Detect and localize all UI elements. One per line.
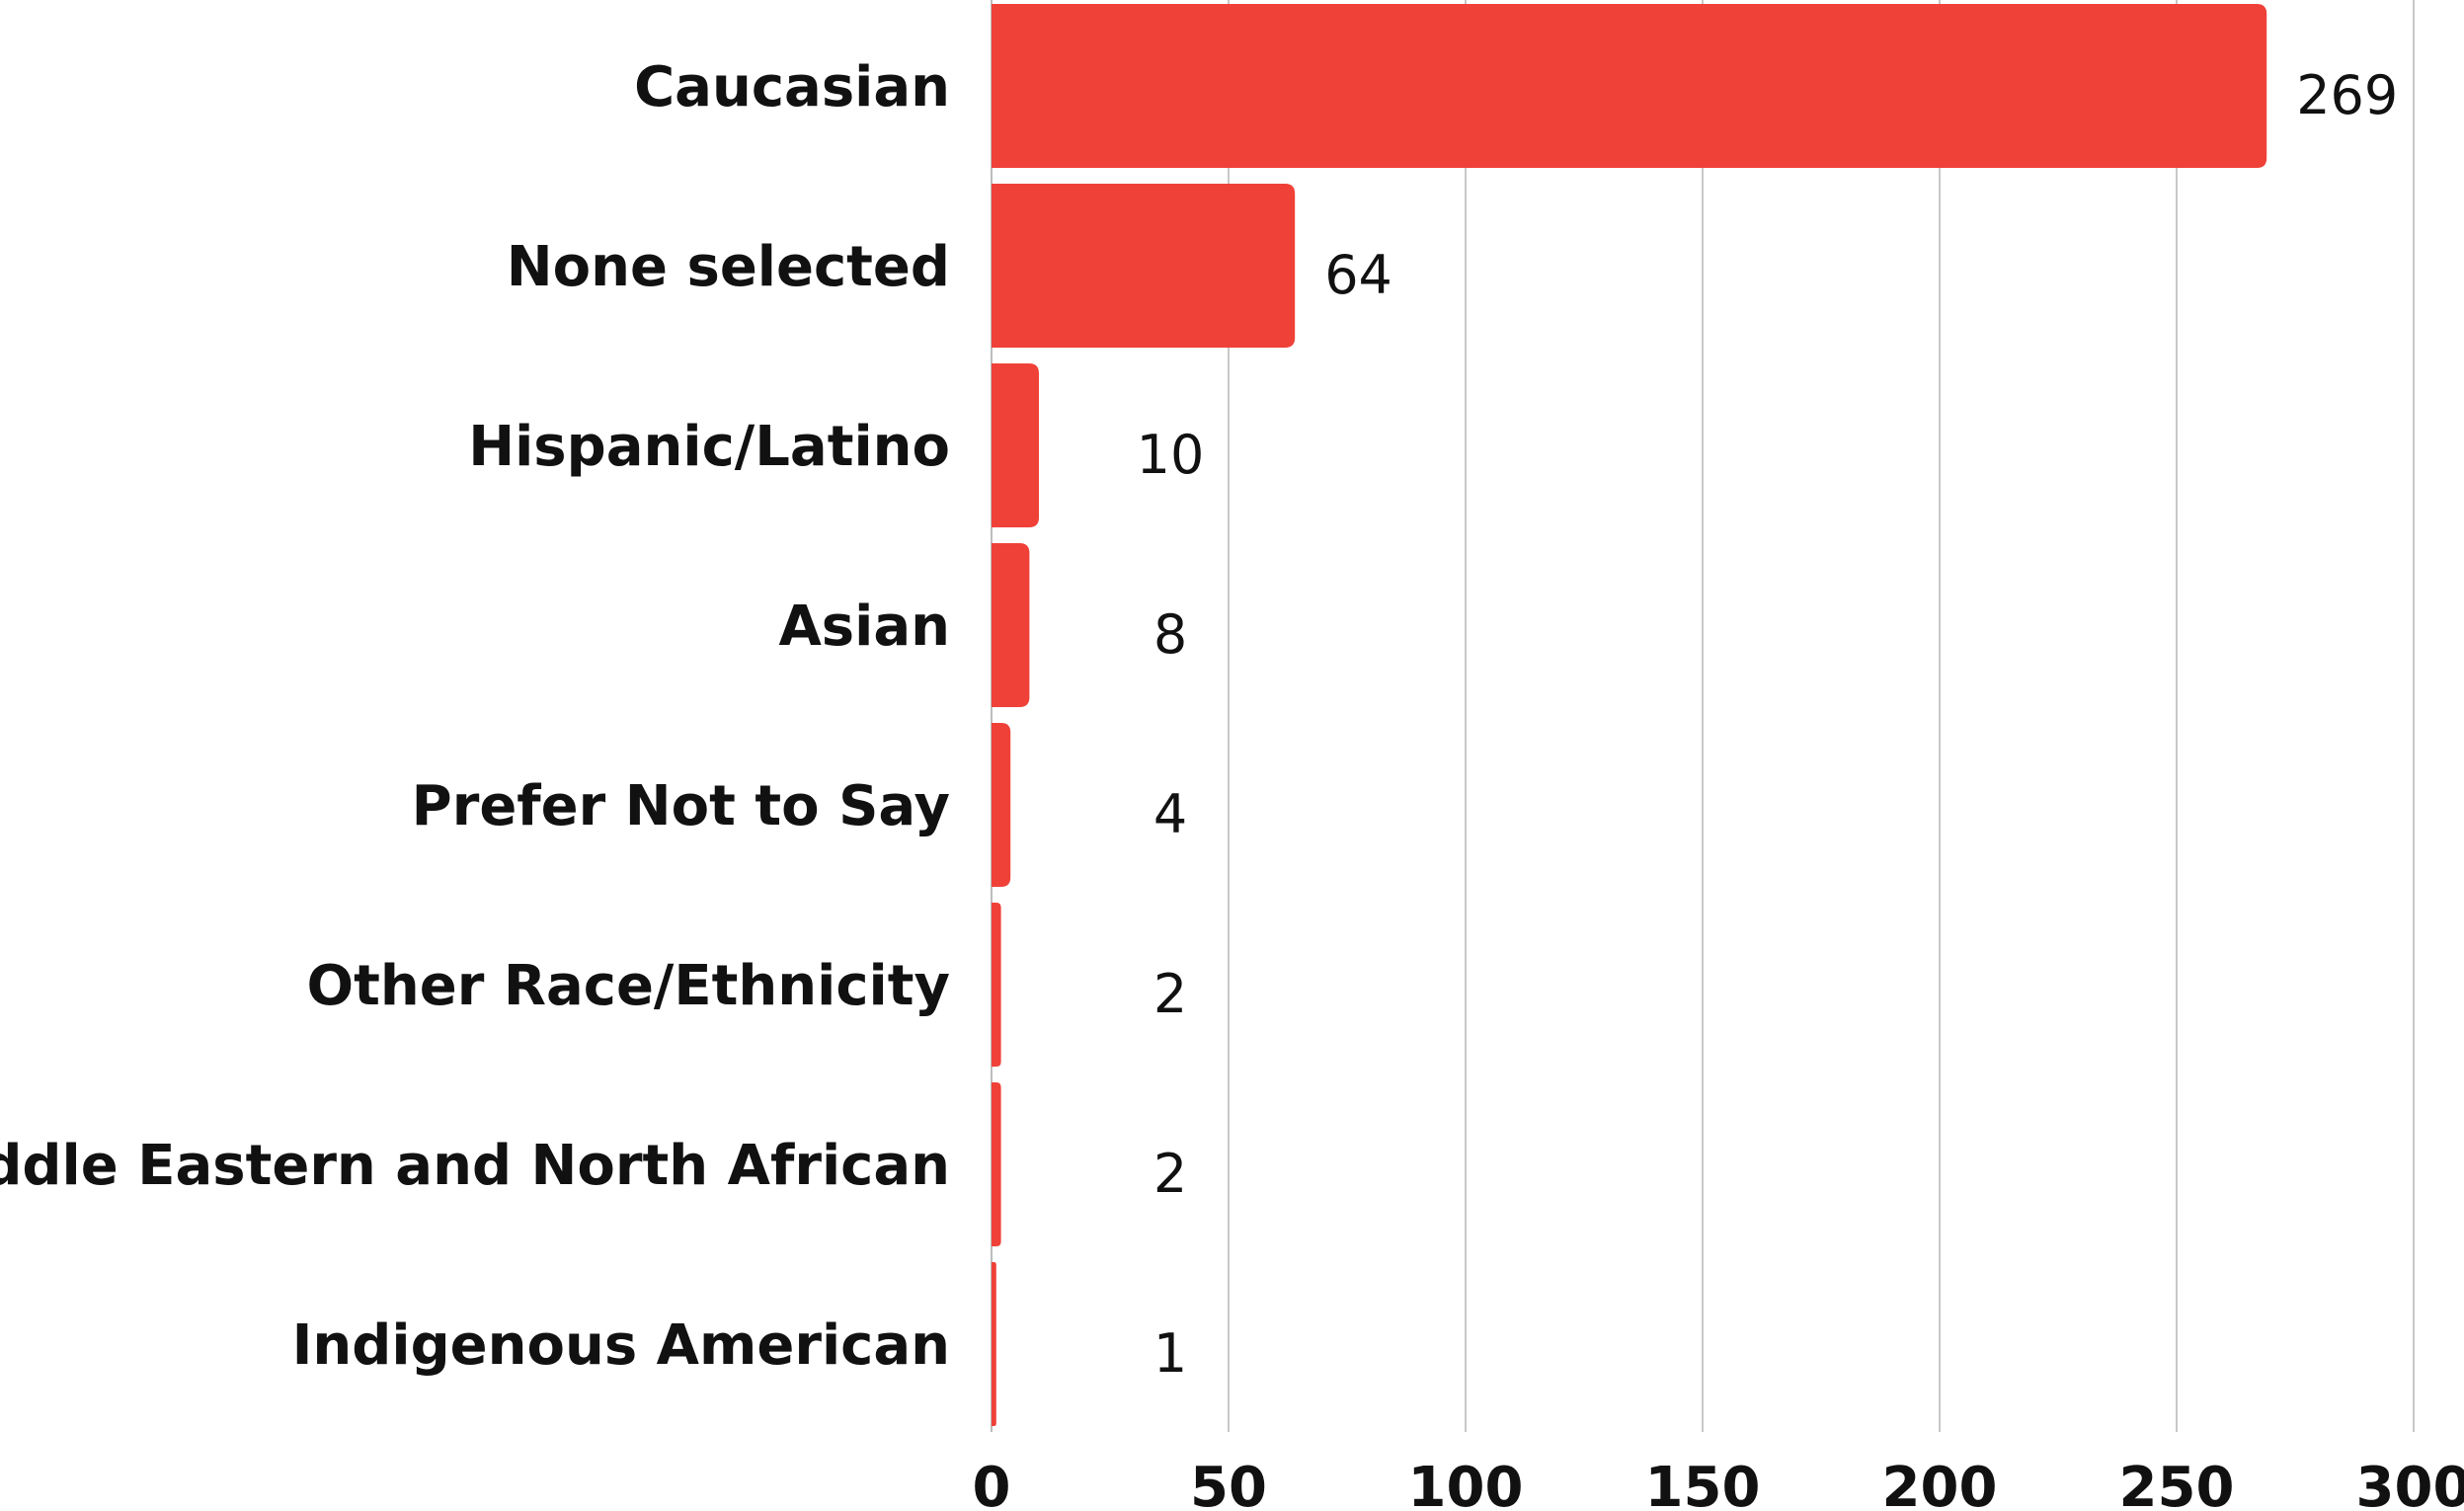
category-label: Asian bbox=[778, 595, 950, 659]
x-tick-label: 50 bbox=[1190, 1456, 1267, 1511]
value-label: 10 bbox=[1137, 424, 1205, 486]
x-tick-label: 250 bbox=[2119, 1456, 2235, 1511]
value-label: 4 bbox=[1153, 783, 1187, 845]
category-label: Other Race/Ethnicity bbox=[307, 954, 951, 1018]
x-tick-label: 100 bbox=[1408, 1456, 1524, 1511]
bar-middle-eastern-and-north-african bbox=[992, 1082, 1001, 1246]
value-label: 2 bbox=[1153, 1143, 1187, 1205]
bar-other-race-ethnicity bbox=[992, 903, 1001, 1067]
bar-none-selected bbox=[992, 184, 1296, 348]
value-labels: 269 64 10 8 4 2 2 1 bbox=[1137, 64, 2399, 1385]
bar-prefer-not-to-say bbox=[992, 723, 1011, 887]
category-labels: Caucasian None selected Hispanic/Latino Asi… bbox=[0, 55, 950, 1378]
bar-indigenous-american bbox=[992, 1262, 996, 1426]
x-axis-tick-labels: 0 50 100 150 200 250 300 bbox=[973, 1456, 2464, 1511]
x-tick-label: 200 bbox=[1882, 1456, 1998, 1511]
category-label: Middle Eastern and North African bbox=[0, 1134, 950, 1198]
value-label: 269 bbox=[2296, 64, 2398, 126]
category-label: Hispanic/Latino bbox=[468, 415, 950, 479]
category-label: Caucasian bbox=[634, 55, 950, 119]
value-label: 8 bbox=[1153, 603, 1187, 666]
category-label: Prefer Not to Say bbox=[412, 774, 950, 838]
x-tick-label: 0 bbox=[973, 1456, 1011, 1511]
value-label: 1 bbox=[1153, 1322, 1187, 1385]
x-tick-label: 300 bbox=[2356, 1456, 2464, 1511]
bars bbox=[992, 4, 2267, 1426]
category-label: None selected bbox=[507, 235, 950, 299]
category-label: Indigenous American bbox=[292, 1313, 950, 1378]
value-label: 64 bbox=[1324, 244, 1392, 306]
bar-asian bbox=[992, 543, 1030, 707]
x-tick-label: 150 bbox=[1645, 1456, 1761, 1511]
value-label: 2 bbox=[1153, 963, 1187, 1025]
bar-hispanic-latino bbox=[992, 363, 1039, 527]
bar-caucasian bbox=[992, 4, 2267, 168]
